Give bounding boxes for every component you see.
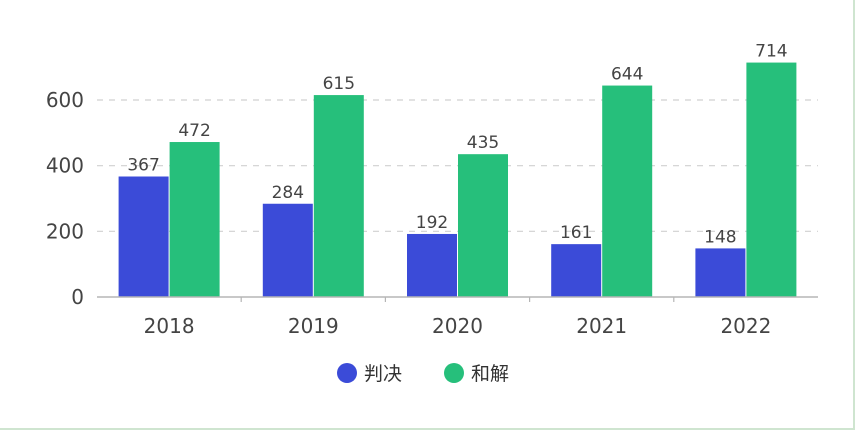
- data-label: 148: [704, 227, 736, 247]
- x-tick-label: 2020: [432, 314, 483, 338]
- x-tick-label: 2021: [576, 314, 627, 338]
- bar: [262, 203, 313, 297]
- bar: [407, 233, 457, 297]
- x-axis-ticks: 2018 2019 2020 2021 2022: [144, 297, 771, 338]
- bar: [118, 176, 169, 297]
- x-tick-label: 2022: [720, 314, 771, 338]
- data-label: 615: [323, 74, 355, 94]
- legend-label: 和解: [471, 363, 509, 385]
- data-label: 192: [416, 213, 448, 233]
- bar: [169, 142, 220, 297]
- y-axis-ticks: 0 200 400 600: [46, 88, 84, 309]
- data-label: 714: [755, 42, 787, 62]
- data-label: 644: [611, 65, 643, 85]
- y-tick-label: 0: [71, 285, 84, 309]
- data-label: 367: [127, 156, 159, 176]
- legend-item[interactable]: 和解: [444, 363, 509, 385]
- data-label: 435: [467, 133, 499, 153]
- bar: [602, 85, 653, 297]
- bar: [695, 248, 746, 297]
- data-label: 284: [272, 183, 304, 203]
- legend[interactable]: 判决 和解: [337, 363, 509, 385]
- data-label: 161: [560, 223, 592, 243]
- data-label: 472: [178, 121, 210, 141]
- bar: [746, 62, 797, 297]
- legend-item[interactable]: 判决: [337, 363, 402, 385]
- y-tick-label: 200: [46, 219, 84, 243]
- data-labels: 367 472 284 615 192 435 161 644 148 714: [127, 42, 787, 248]
- bar: [458, 154, 508, 297]
- legend-swatch: [337, 363, 357, 383]
- bars: [118, 62, 797, 297]
- x-tick-label: 2018: [144, 314, 195, 338]
- y-tick-label: 400: [46, 154, 84, 178]
- bar: [313, 95, 364, 297]
- y-tick-label: 600: [46, 88, 84, 112]
- legend-label: 判决: [364, 363, 402, 385]
- bar: [551, 244, 602, 297]
- x-tick-label: 2019: [288, 314, 339, 338]
- legend-swatch: [444, 363, 464, 383]
